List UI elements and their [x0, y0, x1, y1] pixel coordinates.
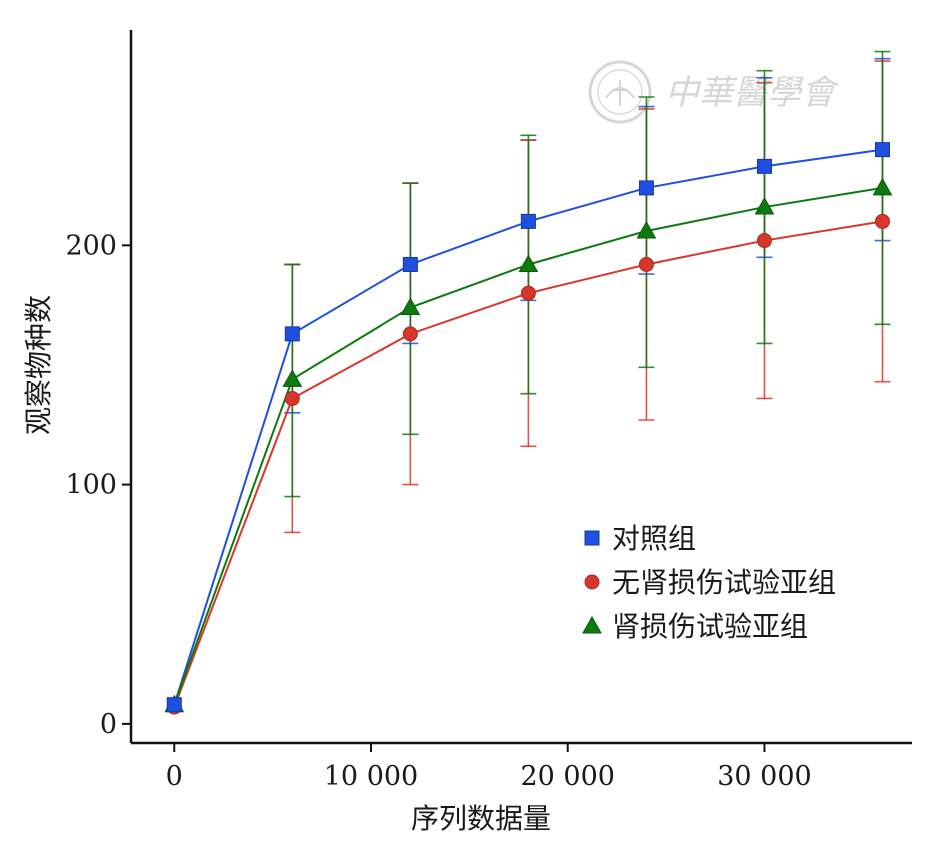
legend-marker — [582, 615, 602, 634]
data-point — [520, 213, 536, 229]
x-tick-label: 0 — [166, 761, 183, 792]
legend-label: 无肾损伤试验亚组 — [612, 566, 836, 599]
y-tick-label: 0 — [100, 709, 117, 740]
data-point — [874, 213, 890, 229]
data-point — [638, 180, 654, 196]
data-point — [284, 326, 300, 342]
watermark: 中華醫學會 — [588, 60, 840, 124]
axes: 0 10 000 20 000 30 000 0 100 200 — [65, 30, 912, 792]
data-point — [282, 369, 303, 387]
series-markers — [164, 142, 893, 715]
legend-marker — [584, 530, 600, 546]
data-point — [638, 256, 654, 272]
y-tick-label: 100 — [65, 470, 117, 501]
x-axis-title: 序列数据量 — [411, 802, 551, 835]
data-point — [166, 697, 182, 713]
legend-label: 肾损伤试验亚组 — [612, 610, 808, 643]
data-point — [520, 285, 536, 301]
y-tick-label: 200 — [65, 230, 117, 261]
data-point — [872, 177, 893, 196]
data-point — [754, 197, 775, 215]
legend-marker — [584, 574, 600, 590]
data-point — [402, 326, 418, 342]
data-point — [874, 142, 890, 158]
x-tick-label: 30 000 — [717, 761, 811, 792]
data-point — [284, 390, 300, 406]
data-point — [636, 220, 657, 239]
data-point — [400, 297, 421, 316]
x-tick-label: 10 000 — [324, 761, 418, 792]
data-point — [518, 254, 539, 272]
x-tick-label: 20 000 — [520, 761, 614, 792]
seal-icon — [588, 60, 652, 124]
data-point — [402, 256, 418, 272]
watermark-text: 中華醫學會 — [665, 73, 840, 113]
error-bars — [284, 50, 891, 534]
y-axis-title: 观察物种数 — [22, 295, 55, 435]
legend-label: 对照组 — [612, 522, 696, 555]
data-point — [756, 158, 772, 174]
data-point — [756, 233, 772, 249]
